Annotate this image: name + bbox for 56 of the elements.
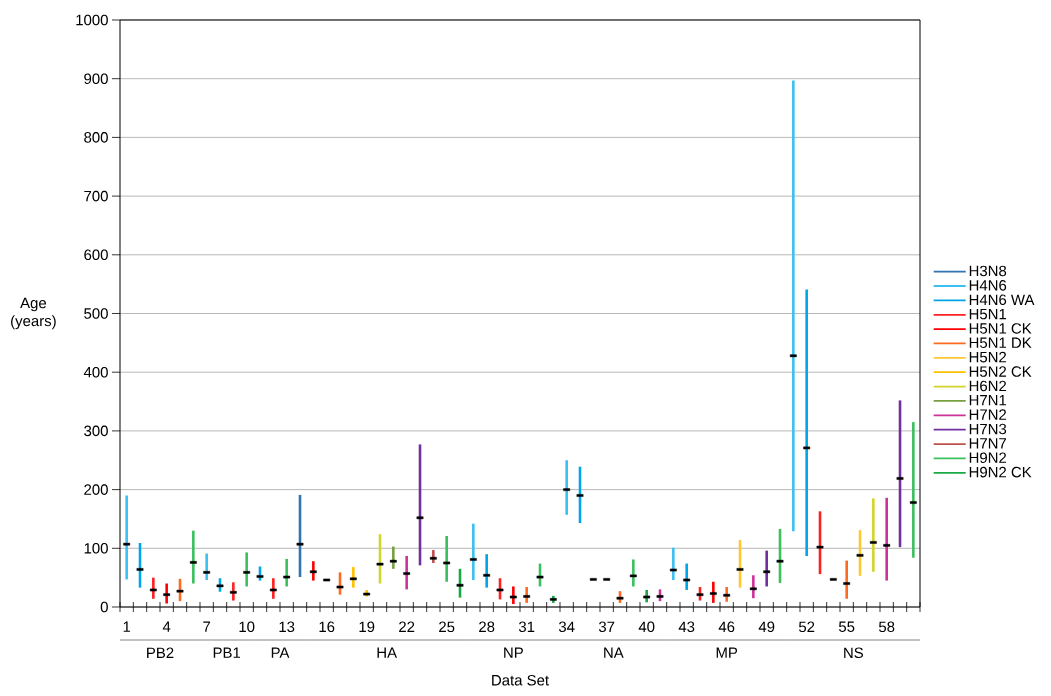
x-tick-label: 49 <box>758 621 775 633</box>
x-tick-label: 52 <box>798 621 815 633</box>
x-tick-label: 34 <box>558 621 575 633</box>
x-tick-label: 1 <box>123 621 131 632</box>
x-tick-label: 28 <box>479 621 495 633</box>
y-tick-label: 800 <box>84 132 108 143</box>
text: NA <box>604 647 624 658</box>
text: PB2 <box>147 647 174 658</box>
x-tick-label: 10 <box>239 621 255 633</box>
x-tick-label: 25 <box>439 621 455 633</box>
y-tick-label: 600 <box>84 249 108 261</box>
y-axis-title: Age (years) <box>11 297 56 330</box>
x-tick-label: 43 <box>678 621 695 633</box>
text: MP <box>716 647 738 658</box>
legend-label: H5N1 <box>969 308 1007 320</box>
y-tick-label: 200 <box>84 484 108 495</box>
x-tick-label: 46 <box>718 621 735 633</box>
legend-label: H7N1 <box>969 395 1007 406</box>
y-tick-label: 400 <box>83 366 108 378</box>
legend-label: H7N7 <box>969 438 1007 449</box>
x-tick-label: 16 <box>319 621 335 633</box>
legend-label: H5N2 CK <box>969 366 1032 377</box>
y-tick-label: 700 <box>84 190 108 202</box>
x-tick-label: 55 <box>838 621 855 632</box>
legend-label: H5N1 DK <box>969 337 1032 348</box>
text: PA <box>271 647 290 658</box>
legend-label: H9N2 <box>969 452 1007 463</box>
y-tick-label: 100 <box>84 543 108 554</box>
text: NP <box>504 647 523 658</box>
x-axis-title: Data Set <box>492 674 549 686</box>
y-tick-label: 500 <box>84 308 108 319</box>
y-tick-label: 900 <box>84 73 108 84</box>
x-tick-label: 13 <box>279 621 295 633</box>
text: HA <box>377 647 398 658</box>
x-tick-label: 31 <box>518 621 535 633</box>
y-tick-label: 0 <box>100 601 108 613</box>
x-tick-label: 58 <box>878 621 895 633</box>
x-tick-label: 4 <box>162 621 171 632</box>
legend-label: H6N2 <box>969 380 1007 392</box>
x-tick-label: 37 <box>598 621 615 633</box>
legend-label: H5N2 <box>969 351 1007 363</box>
text: NS <box>844 647 864 659</box>
x-tick-label: 19 <box>359 621 375 633</box>
legend-label: H7N3 <box>969 423 1007 435</box>
x-tick-label: 7 <box>203 621 211 632</box>
legend-label: H5N1 CK <box>969 323 1032 334</box>
legend-label: H4N6 <box>969 280 1007 291</box>
legend-label: H4N6 WA <box>969 294 1035 306</box>
y-tick-label: 300 <box>84 425 108 437</box>
x-tick-label: 40 <box>638 621 655 633</box>
y-tick-label: 1000 <box>76 14 108 26</box>
x-tick-label: 22 <box>399 621 415 632</box>
legend-label: H7N2 <box>969 409 1007 420</box>
legend-label: H9N2 CK <box>969 466 1032 478</box>
text: PB1 <box>213 647 241 658</box>
legend-label: H3N8 <box>969 265 1007 277</box>
